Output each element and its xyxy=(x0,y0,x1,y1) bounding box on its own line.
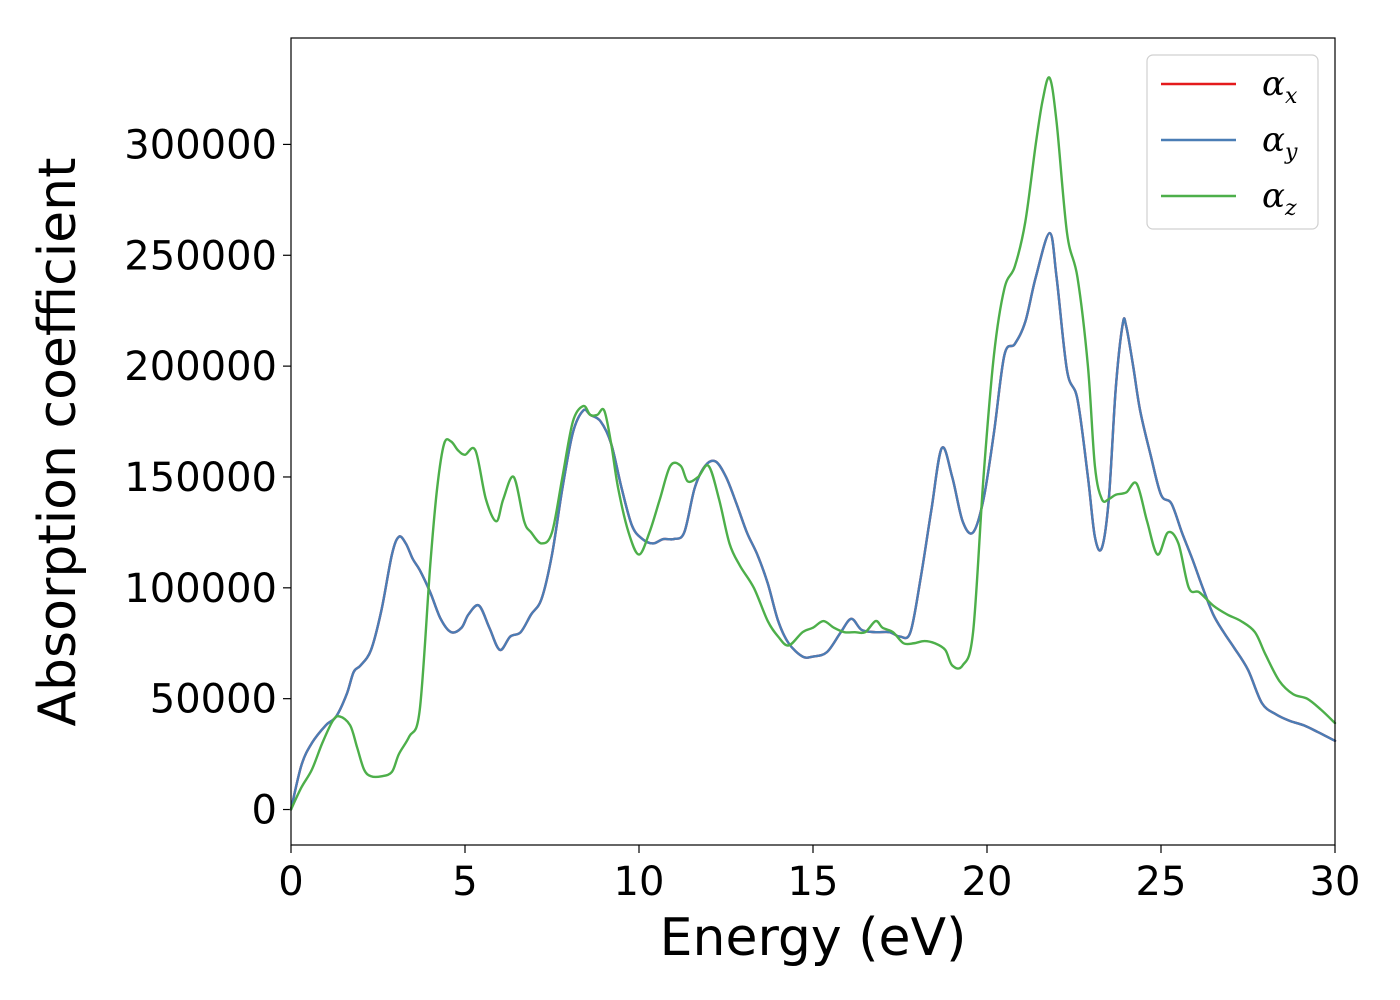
y-tick-label: 200000 xyxy=(124,344,277,390)
x-tick-label: 10 xyxy=(614,859,665,905)
y-tick-label: 250000 xyxy=(124,233,277,279)
legend-box xyxy=(1146,54,1319,230)
series-line-alpha-y xyxy=(289,231,1337,811)
legend-subscript: x xyxy=(1285,84,1298,109)
legend-subscript: z xyxy=(1284,196,1297,221)
y-tick-label: 50000 xyxy=(150,677,277,723)
y-axis-title: Absorption coefficient xyxy=(28,157,88,726)
series-line-alpha-z xyxy=(289,76,1337,811)
legend-subscript: y xyxy=(1284,140,1298,165)
x-tick-label: 15 xyxy=(788,859,839,905)
x-axis-title: Energy (eV) xyxy=(660,908,967,968)
y-tick-label: 0 xyxy=(252,788,277,834)
x-tick-label: 20 xyxy=(962,859,1013,905)
y-tick-label: 150000 xyxy=(124,455,277,501)
x-tick-label: 0 xyxy=(278,859,303,905)
plot-frame xyxy=(290,37,1336,846)
legend-label-alpha-z: αz xyxy=(1262,176,1297,221)
x-axis-ticks: 0 5 10 15 20 25 30 xyxy=(278,845,1360,905)
x-tick-label: 30 xyxy=(1310,859,1361,905)
y-tick-label: 300000 xyxy=(124,122,277,168)
x-tick-label: 25 xyxy=(1136,859,1187,905)
y-tick-label: 100000 xyxy=(124,566,277,612)
x-tick-label: 5 xyxy=(452,859,477,905)
y-axis-ticks: 0 50000 100000 150000 200000 250000 300000 xyxy=(124,122,291,834)
plot-area xyxy=(289,76,1337,811)
